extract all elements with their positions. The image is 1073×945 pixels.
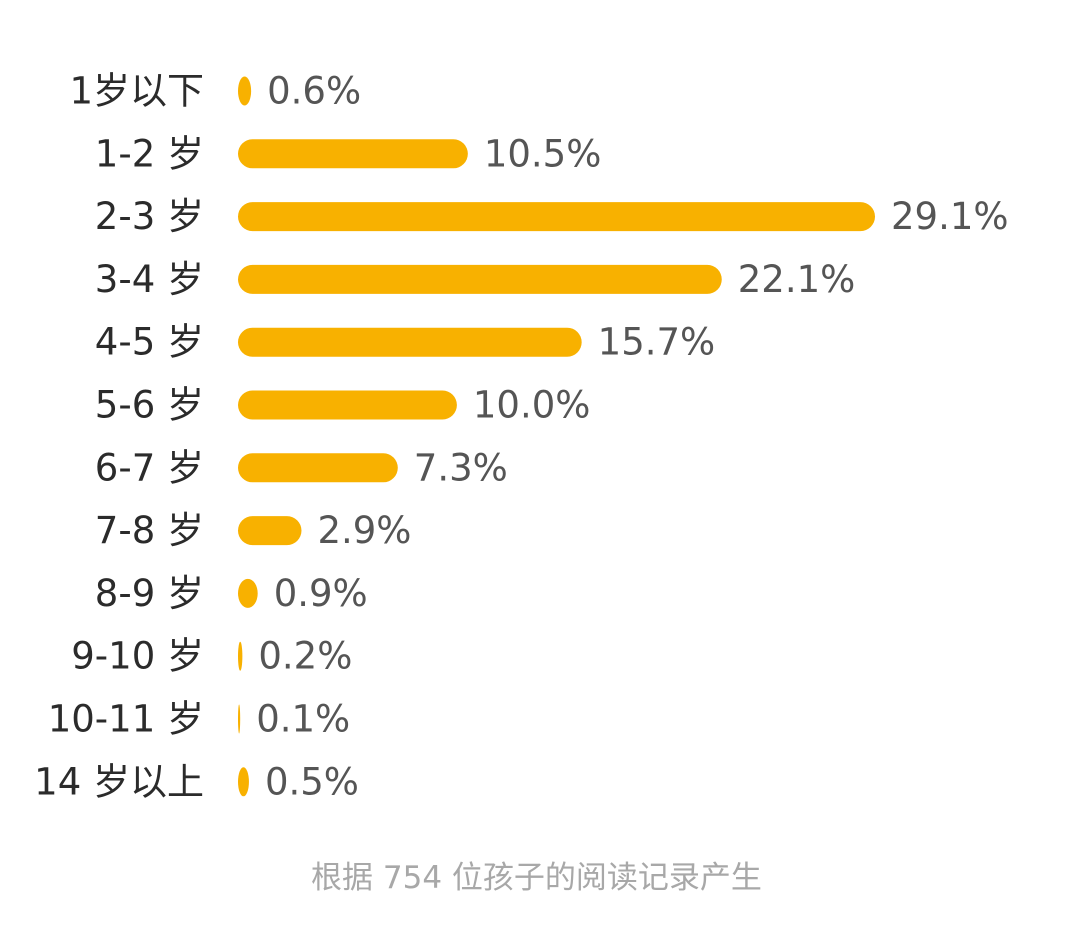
category-label: 1-2 岁	[95, 132, 204, 175]
category-label: 1岁以下	[69, 70, 204, 113]
value-label: 0.2%	[258, 635, 352, 678]
category-label: 3-4 岁	[95, 258, 204, 301]
value-label: 10.0%	[473, 384, 591, 427]
data-source-footnote: 根据 754 位孩子的阅读记录产生	[311, 860, 762, 896]
category-label: 4-5 岁	[95, 321, 204, 364]
bar	[238, 139, 468, 169]
value-label: 10.5%	[484, 132, 602, 175]
bar	[238, 264, 722, 294]
category-label: 6-7 岁	[95, 446, 204, 489]
category-label: 8-9 岁	[95, 572, 204, 615]
category-label: 14 岁以上	[34, 760, 204, 803]
bar	[238, 453, 398, 483]
value-label: 0.5%	[265, 760, 359, 803]
category-label: 2-3 岁	[95, 195, 204, 238]
bar	[238, 516, 302, 546]
value-label: 7.3%	[414, 446, 508, 489]
bar	[238, 704, 241, 734]
bar	[238, 767, 249, 797]
category-label: 9-10 岁	[71, 635, 204, 678]
bar	[238, 76, 252, 106]
value-label: 22.1%	[738, 258, 856, 301]
bar	[238, 390, 457, 420]
bar	[238, 641, 243, 671]
value-label: 2.9%	[317, 509, 411, 552]
value-label: 0.9%	[274, 572, 368, 615]
bar	[238, 202, 875, 232]
bar	[238, 578, 258, 608]
value-label: 15.7%	[598, 321, 716, 364]
value-label: 29.1%	[891, 195, 1009, 238]
value-label: 0.6%	[267, 70, 361, 113]
category-label: 10-11 岁	[48, 698, 204, 741]
category-label: 5-6 岁	[95, 384, 204, 427]
category-label: 7-8 岁	[95, 509, 204, 552]
value-label: 0.1%	[256, 698, 350, 741]
bar	[238, 327, 582, 357]
